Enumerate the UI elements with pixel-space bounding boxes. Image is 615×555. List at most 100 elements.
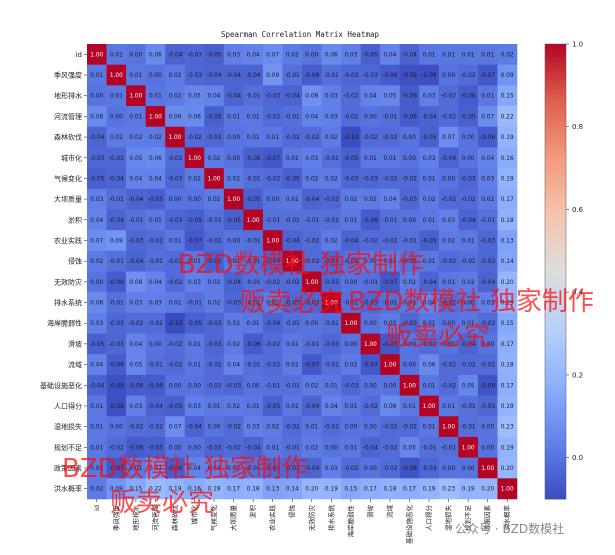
cell-value-label: 0.00 xyxy=(168,197,181,203)
cell-value-label: -0.02 xyxy=(148,238,163,244)
cell-value-label: 0.15 xyxy=(129,487,142,493)
cell-value-label: 0.22 xyxy=(501,114,514,120)
cell-value-label: -0.01 xyxy=(324,218,339,224)
cell-value-label: -0.01 xyxy=(109,197,124,203)
heatmap-cell xyxy=(243,354,264,376)
cell-value-label: 0.04 xyxy=(129,176,142,182)
cell-value-label: 0.20 xyxy=(305,487,318,493)
heatmap-cell xyxy=(243,478,264,500)
colorbar-segment xyxy=(545,103,566,109)
colorbar-segment xyxy=(545,398,566,404)
cell-value-label: 0.00 xyxy=(168,383,181,389)
heatmap-cell xyxy=(106,106,127,128)
cell-value-label: 0.00 xyxy=(227,238,240,244)
heatmap-cell xyxy=(87,147,107,169)
heatmap-cell xyxy=(145,271,166,293)
cell-value-label: 0.05 xyxy=(383,94,396,100)
heatmap-cell xyxy=(243,147,264,169)
heatmap-cell xyxy=(223,230,244,252)
heatmap-cell xyxy=(419,333,440,355)
heatmap-cell xyxy=(282,312,303,334)
column-tick-labels: id 季风强度 地形排水 河流管理 森林砍伐 城市化 气候变化 大坝质量 淤积 农业实践 侵蚀 无效防… xyxy=(93,499,511,544)
cell-value-label: -0.02 xyxy=(285,280,300,286)
heatmap-cell xyxy=(321,168,342,190)
cell-value-label: -0.05 xyxy=(148,197,163,203)
heatmap-cell xyxy=(341,292,361,314)
heatmap-cell xyxy=(243,126,264,148)
column-tick-label: 流域 xyxy=(385,504,394,518)
colorbar-segment xyxy=(545,489,566,495)
row-tick-label: id xyxy=(76,51,82,59)
heatmap-cell xyxy=(497,230,518,252)
heatmap-cell xyxy=(184,374,205,396)
cell-value-label: 1.00 xyxy=(501,487,514,493)
colorbar-segment xyxy=(545,185,566,190)
cell-value-label: 0.01 xyxy=(286,156,299,162)
row-tick-label: 地形排水 xyxy=(54,91,82,100)
heatmap-cell xyxy=(262,250,283,272)
cell-value-label: -0.05 xyxy=(343,156,358,162)
cell-value-label: -0.03 xyxy=(207,342,222,348)
heatmap-cell xyxy=(360,478,381,500)
cell-value-label: 0.01 xyxy=(344,445,357,451)
heatmap-cell xyxy=(145,106,166,128)
heatmap-cell xyxy=(106,457,127,479)
cell-value-label: -0.09 xyxy=(109,383,124,389)
cell-value-label: 0.04 xyxy=(90,218,103,224)
cell-value-label: 0.01 xyxy=(344,404,357,410)
heatmap-cell xyxy=(282,436,303,458)
cell-value-label: 0.17 xyxy=(501,383,514,389)
heatmap-cell xyxy=(106,85,127,107)
colorbar-segment xyxy=(545,317,566,322)
cell-value-label: 0.00 xyxy=(403,156,416,162)
cell-value-label: -0.01 xyxy=(246,280,261,286)
heatmap-cell xyxy=(419,374,440,396)
cell-value-label: 1.00 xyxy=(227,197,240,203)
heatmap-cell xyxy=(477,230,498,252)
heatmap-cell xyxy=(419,64,440,86)
heatmap-cell xyxy=(204,106,225,128)
heatmap-cell xyxy=(477,147,498,169)
cell-value-label: 0.20 xyxy=(501,280,514,286)
heatmap-cell xyxy=(223,44,244,65)
cell-value-label: 0.02 xyxy=(501,52,514,58)
cell-value-label: 0.01 xyxy=(90,466,103,472)
heatmap-cell xyxy=(262,395,283,417)
colorbar-segment xyxy=(545,166,566,172)
cell-value-label: -0.07 xyxy=(265,156,280,162)
colorbar-segment xyxy=(545,408,566,413)
heatmap-cell xyxy=(497,209,518,231)
colorbar-segment xyxy=(545,458,566,463)
cell-value-label: 0.18 xyxy=(501,363,514,369)
cell-value-label: -0.05 xyxy=(187,321,202,327)
cell-value-label: -0.06 xyxy=(128,383,143,389)
heatmap-cell xyxy=(419,168,440,190)
cell-value-label: -0.03 xyxy=(109,156,124,162)
cell-value-label: -0.05 xyxy=(461,114,476,120)
heatmap-cell xyxy=(419,44,440,65)
heatmap-cell xyxy=(341,312,361,334)
heatmap-cell xyxy=(223,188,244,210)
cell-value-label: 0.04 xyxy=(129,342,142,348)
colorbar-segment xyxy=(545,403,566,409)
heatmap-cell xyxy=(87,292,107,314)
cell-value-label: -0.01 xyxy=(246,363,261,369)
colorbar-segment xyxy=(545,417,566,423)
heatmap-cell xyxy=(380,312,401,334)
heatmap-cell xyxy=(341,436,361,458)
cell-value-label: 0.19 xyxy=(501,445,514,451)
heatmap-cell xyxy=(126,395,146,417)
heatmap-cell xyxy=(87,416,107,438)
heatmap-cell xyxy=(87,478,107,500)
colorbar-segment xyxy=(545,98,566,104)
cell-value-label: 0.01 xyxy=(481,94,494,100)
cell-value-label: 0.03 xyxy=(481,301,494,307)
heatmap-cell xyxy=(497,126,518,148)
colorbar-segment xyxy=(545,216,566,222)
heatmap-cell xyxy=(282,395,303,417)
heatmap-cell xyxy=(419,250,440,272)
cell-value-label: -0.01 xyxy=(304,342,319,348)
cell-value-label: -0.02 xyxy=(207,383,222,389)
colorbar-segment xyxy=(545,289,566,295)
heatmap-cell xyxy=(302,292,322,314)
